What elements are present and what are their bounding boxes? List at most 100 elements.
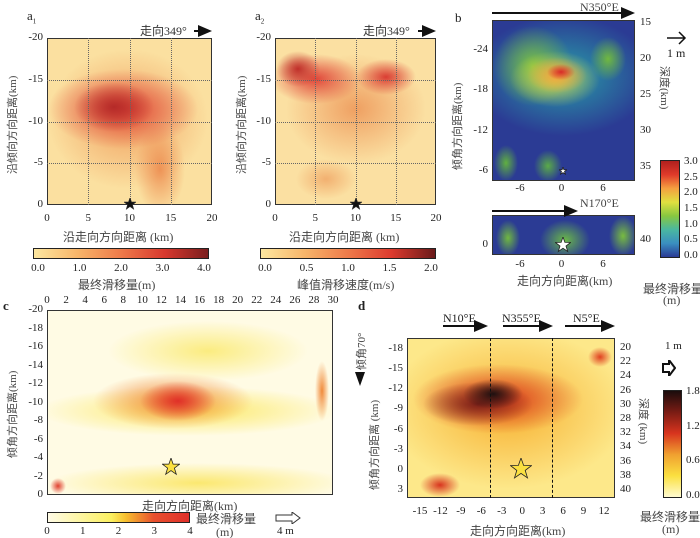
y-tick-b: -6 (478, 164, 488, 176)
x-tick-a1: 20 (206, 212, 218, 224)
colorbar-unit-c: (m) (216, 525, 234, 538)
hypocenter-star-c (161, 458, 180, 476)
colorbar-tick-c: 2 (115, 525, 122, 537)
y-tick-a2: 0 (265, 198, 272, 210)
colorbar-b (660, 160, 680, 258)
y-tick-c: -20 (28, 303, 43, 315)
colorbar-tick-d: 0.0 (686, 489, 700, 501)
hypocenter-star-a2 (349, 198, 362, 210)
colorbar-tick-b: 1.0 (684, 217, 698, 230)
colorbar-a2 (260, 248, 436, 259)
scale-arrow-icon-b (667, 31, 687, 45)
x-tick-a2: 5 (312, 212, 319, 224)
strike-label-a1: 走向349° (140, 24, 187, 38)
colorbar-tick-b: 3.0 (684, 155, 698, 167)
y-tick-c: -8 (33, 414, 43, 426)
x-tick-c: 6 (101, 294, 107, 306)
xlabel-d: 走向方向距离(km) (470, 524, 566, 538)
strike-label-a2: 走向349° (363, 24, 410, 38)
colorbar-tick-a2: 1.5 (382, 262, 397, 274)
ylabel-a1: 沿倾向方向距离(km) (7, 75, 19, 174)
strike-arrow-a1-head (198, 25, 212, 37)
colorbar-tick-a1: 2.0 (114, 262, 128, 274)
ylabel-b: 倾角方向距离(km) (452, 82, 464, 170)
xlabel-a1: 沿走向方向距离 (km) (63, 230, 174, 244)
hypocenter-star-b (559, 167, 567, 175)
x-tick-d: -6 (476, 505, 486, 517)
xlabel-c: 走向方向距离(km) (142, 499, 238, 513)
panel-label-b: b (455, 10, 462, 25)
direction-lower-b: N170°E (580, 196, 619, 210)
y-tick-c: -6 (33, 432, 43, 445)
x-tick-a2: 20 (430, 212, 442, 224)
panel-label-c: c (3, 298, 9, 313)
colorbar-tick-c: 1 (80, 525, 86, 537)
depth-tick-d: 28 (620, 412, 631, 424)
y-tick-b: -12 (473, 123, 488, 136)
x-tick-c: 20 (232, 294, 244, 306)
segment-boundary-2 (552, 338, 553, 498)
panel-label-d: d (358, 298, 366, 313)
y-tick-d: 0 (397, 462, 404, 475)
depth-tick-d: 36 (620, 454, 631, 467)
y-tick-a2: -15 (256, 72, 271, 85)
y-tick-d: -6 (393, 422, 403, 435)
strike-arrow-a2-line (418, 30, 424, 32)
xlabel-a2: 沿走向方向距离 (km) (289, 230, 400, 244)
x-tick-d: 0 (519, 505, 525, 517)
colorbar-tick-a2: 2.0 (424, 262, 438, 274)
depth-tick-d: 30 (620, 397, 631, 410)
y-tick-a2: -5 (261, 156, 271, 169)
y-tick-a1: -5 (33, 156, 43, 169)
colorbar-tick-c: 4 (187, 525, 193, 537)
colorbar-a1 (33, 248, 209, 259)
direction-upper-b: N350°E (580, 0, 619, 14)
y-tick-c: -4 (33, 451, 43, 463)
hypocenter-star-d (510, 458, 532, 479)
y-tick-c: -16 (28, 340, 43, 352)
depth-tick-b: 25 (640, 88, 651, 100)
scale-arrow-icon-c (275, 512, 301, 524)
dip-label-d: 倾角70° (356, 332, 368, 370)
x-tick-b-lower: 0 (558, 258, 565, 270)
segment-arrow-1-line (443, 325, 476, 327)
x-tick-d: 6 (560, 505, 566, 517)
colorbar-title-a2: 峰值滑移速度(m/s) (297, 278, 395, 292)
depth-tick-d: 40 (620, 483, 631, 495)
depth-tick-d: 34 (620, 440, 631, 453)
segment-label-3: N5°E (573, 311, 600, 325)
colorbar-title-a1: 最终滑移量(m) (78, 278, 156, 292)
x-tick-c: 4 (82, 294, 88, 306)
x-tick-b-upper: -6 (515, 182, 525, 194)
depth-tick-d: 24 (620, 369, 631, 382)
strike-arrow-a2-head (422, 25, 436, 37)
colorbar-title-c: 最终滑移量 (196, 512, 257, 526)
x-tick-b-lower: 6 (600, 258, 606, 270)
x-tick-d: -12 (433, 505, 448, 517)
x-tick-d: -3 (497, 505, 507, 517)
x-tick-a1: 0 (44, 212, 50, 224)
gridline-y-a2 (275, 163, 436, 165)
x-tick-c: 24 (270, 294, 282, 306)
colorbar-tick-b: 2.0 (684, 186, 698, 199)
depth-tick-b: 30 (640, 124, 651, 136)
depth-tick-d: 26 (620, 383, 631, 396)
x-tick-b-upper: 6 (600, 182, 606, 194)
x-tick-a1: 5 (85, 212, 92, 224)
colorbar-unit-d: (m) (662, 522, 680, 536)
colorbar-tick-a2: 1.0 (341, 262, 355, 274)
y-tick-a1: -15 (28, 72, 43, 85)
depth-tick-b: 35 (640, 160, 651, 172)
colorbar-tick-a1: 0.0 (31, 262, 45, 274)
x-tick-c: 18 (213, 294, 225, 306)
ylabel-right-d: 深度 (km) (637, 398, 649, 445)
x-tick-c: 22 (251, 294, 263, 306)
ylabel-d: 倾角方向距离 (km) (369, 399, 381, 490)
x-tick-d: -15 (412, 505, 428, 517)
colorbar-c (47, 512, 190, 523)
colorbar-tick-a2: 0.0 (258, 262, 272, 274)
y-tick-d: -12 (388, 382, 403, 395)
colorbar-tick-d: 0.6 (686, 454, 700, 467)
x-tick-c: 30 (327, 294, 339, 306)
